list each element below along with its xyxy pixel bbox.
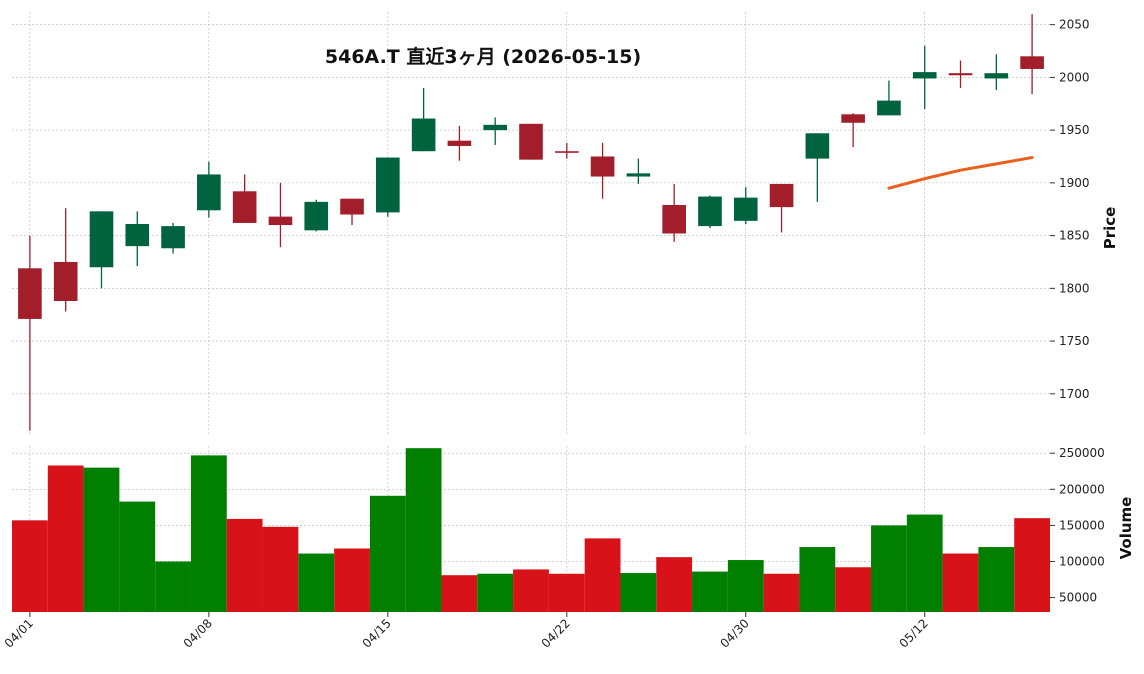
volume-bars [12,448,1050,612]
chart-title: 546A.T 直近3ヶ月 (2026-05-15) [325,45,641,68]
candles [18,14,1044,431]
volume-bar [83,467,120,612]
candle-body [161,226,185,249]
price-grid [12,12,1050,436]
volume-tick-label: 150000 [1059,518,1105,532]
volume-bar [942,553,979,612]
x-tick-label: 05/12 [896,616,930,650]
volume-tick-label: 50000 [1059,591,1097,605]
price-tick-label: 1750 [1059,334,1090,348]
volume-bar [692,571,728,612]
candle-body [447,140,472,146]
volume-bar [584,538,621,612]
candle-body [53,261,78,301]
candle-body [411,118,436,152]
price-tick-labels: 1700 1750 1800 1850 1900 1950 2000 2050 [1050,18,1090,401]
candle-body [805,133,830,159]
volume-bar [1014,518,1050,612]
price-tick-label: 2050 [1059,18,1090,32]
volume-bar [906,514,943,612]
volume-bar [978,547,1015,612]
volume-bar [262,526,299,612]
candle-body [662,205,686,234]
candle-body [519,123,543,160]
candle-body [626,173,651,177]
candle-body [268,216,293,226]
candle-body [554,151,579,153]
volume-bar [656,557,693,612]
price-tick-label: 1700 [1059,387,1090,401]
volume-bar [835,567,872,612]
candle-body [733,197,758,221]
volume-tick-label: 250000 [1059,446,1105,460]
candle-body [590,156,615,177]
price-tick-label: 1850 [1059,229,1090,243]
volume-tick-labels: 50000 100000 150000 200000 250000 [1050,446,1105,605]
volume-bar [119,501,156,612]
x-tick-label: 04/30 [718,616,752,650]
volume-bar [871,525,907,612]
moving-average-line [887,156,1034,190]
x-tick-label: 04/22 [539,616,573,650]
volume-bar [226,518,263,612]
x-tick-label: 04/01 [2,616,36,650]
volume-bar [477,573,514,612]
candle-body [340,198,364,215]
candle-body [877,100,901,116]
x-tick-label: 04/15 [360,616,394,650]
volume-bar [548,573,585,612]
moving-average-layer [887,156,1034,190]
volume-bar [441,575,478,612]
volume-bar [369,495,406,612]
volume-bar [334,548,370,612]
x-tick-labels: 04/01 04/08 04/15 04/22 04/30 05/12 [2,612,931,651]
candle-body [948,73,973,76]
price-tick-label: 1900 [1059,176,1090,190]
candle-body [984,73,1009,79]
candle-body [1020,56,1044,69]
candle-body [89,211,114,268]
candle-body [376,157,400,213]
volume-bar [620,573,657,612]
price-tick-label: 1950 [1059,123,1090,137]
volume-bar [155,561,191,612]
volume-bar [763,573,800,612]
candle-body [125,224,150,247]
x-tick-label: 04/08 [181,616,215,650]
price-tick-label: 1800 [1059,281,1090,295]
candle-body [769,183,794,208]
candle-body [698,196,722,227]
candle-body [483,124,508,131]
volume-tick-label: 100000 [1059,554,1105,568]
candle-body [18,268,42,319]
volume-bar [12,520,48,612]
volume-bar [513,569,549,612]
volume-bar [190,455,227,612]
candle-body [304,201,329,231]
candle-body [197,174,221,211]
price-axis-label: Price [1101,207,1119,250]
volume-bar [405,448,442,612]
volume-bar [298,553,335,612]
volume-bar [727,560,764,612]
volume-axis-label: Volume [1117,497,1135,560]
volume-tick-label: 200000 [1059,482,1105,496]
candle-body [841,114,865,123]
candle-body [232,191,257,223]
candle-body [912,72,937,79]
volume-bar [47,465,84,612]
volume-bar [799,547,836,612]
price-tick-label: 2000 [1059,70,1090,84]
